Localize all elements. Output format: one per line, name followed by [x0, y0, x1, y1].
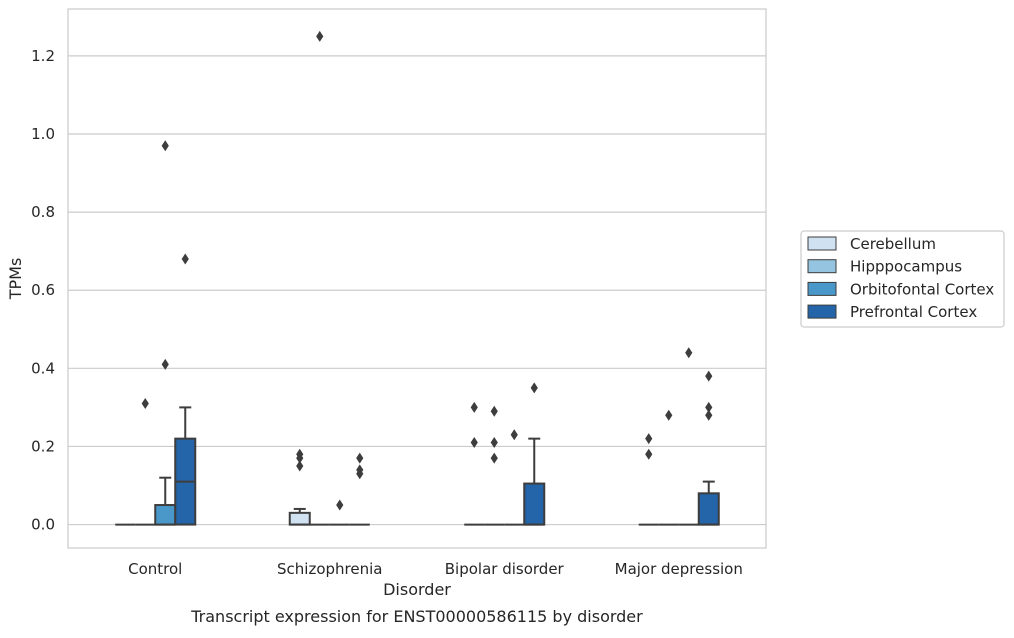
box-2-0: [464, 401, 485, 526]
x-tick-labels: Control Schizophrenia Bipolar disorder Majo…: [128, 560, 743, 578]
x-tick-label: Control: [128, 560, 182, 578]
y-tick-label: 0.0: [31, 516, 55, 534]
y-tick-label: 0.2: [31, 437, 55, 455]
x-tick-label: Schizophrenia: [277, 560, 382, 578]
box-body: [154, 504, 177, 526]
outlier-point: [665, 409, 673, 421]
legend-swatch: [807, 259, 837, 274]
legend-label: Orbitofontal Cortex: [850, 280, 994, 298]
outlier-point: [510, 429, 518, 441]
outlier-point: [530, 382, 538, 394]
legend-label: Hipppocampus: [850, 258, 962, 276]
box-1-1: [309, 30, 330, 526]
legend-swatch: [807, 236, 837, 251]
outlier-point: [705, 370, 713, 382]
legend-swatch: [807, 304, 837, 319]
plot-boxes: [115, 30, 720, 526]
legend: Cerebellum Hipppocampus Orbitofontal Corte…: [800, 230, 1005, 328]
outlier-point: [356, 464, 364, 476]
outlier-point: [645, 433, 653, 445]
outlier-point: [141, 397, 149, 409]
outlier-point: [336, 499, 344, 511]
outlier-point: [705, 401, 713, 413]
box-body: [288, 511, 311, 526]
chart-caption: Transcript expression for ENST0000058611…: [190, 607, 643, 626]
outlier-point: [470, 401, 478, 413]
outlier-point: [296, 448, 304, 460]
box-body: [697, 492, 720, 526]
outlier-point: [181, 253, 189, 265]
y-tick-label: 1.2: [31, 47, 55, 65]
outlier-point: [490, 452, 498, 464]
legend-label: Prefrontal Cortex: [850, 303, 977, 321]
y-tick-label: 0.6: [31, 281, 55, 299]
box-2-2: [504, 429, 525, 526]
outlier-point: [470, 437, 478, 449]
box-3-3: [697, 370, 720, 526]
outlier-point: [161, 358, 169, 370]
box-1-0: [288, 448, 311, 526]
y-tick-label: 1.0: [31, 125, 55, 143]
box-1-2: [329, 499, 350, 526]
box-0-1: [135, 397, 156, 526]
y-tick-label: 0.4: [31, 359, 55, 377]
grid-lines: [68, 55, 766, 526]
y-tick-labels: 0.0 0.2 0.4 0.6 0.8 1.0 1.2: [31, 47, 55, 534]
box-2-3: [523, 382, 546, 526]
box-3-0: [638, 433, 659, 526]
y-axis-label: TPMs: [6, 258, 25, 301]
outlier-point: [316, 30, 324, 42]
outlier-point: [161, 140, 169, 152]
box-3-1: [658, 409, 679, 526]
outlier-point: [490, 437, 498, 449]
outlier-point: [490, 405, 498, 417]
box-1-3: [349, 452, 370, 526]
legend-swatch: [807, 281, 837, 296]
x-axis-label: Disorder: [383, 580, 451, 599]
outlier-point: [356, 452, 364, 464]
outlier-point: [296, 460, 304, 472]
x-tick-label: Major depression: [615, 560, 743, 578]
box-body: [523, 482, 546, 526]
outlier-point: [645, 448, 653, 460]
box-0-2: [154, 140, 177, 526]
x-tick-label: Bipolar disorder: [445, 560, 565, 578]
legend-label: Cerebellum: [850, 235, 936, 253]
y-tick-label: 0.8: [31, 203, 55, 221]
legend-frame: [800, 230, 1005, 328]
outlier-point: [705, 409, 713, 421]
box-3-2: [678, 347, 699, 526]
plot-frame: [67, 8, 767, 549]
box-2-1: [484, 405, 505, 526]
outlier-point: [685, 347, 693, 359]
box-0-3: [174, 253, 197, 526]
